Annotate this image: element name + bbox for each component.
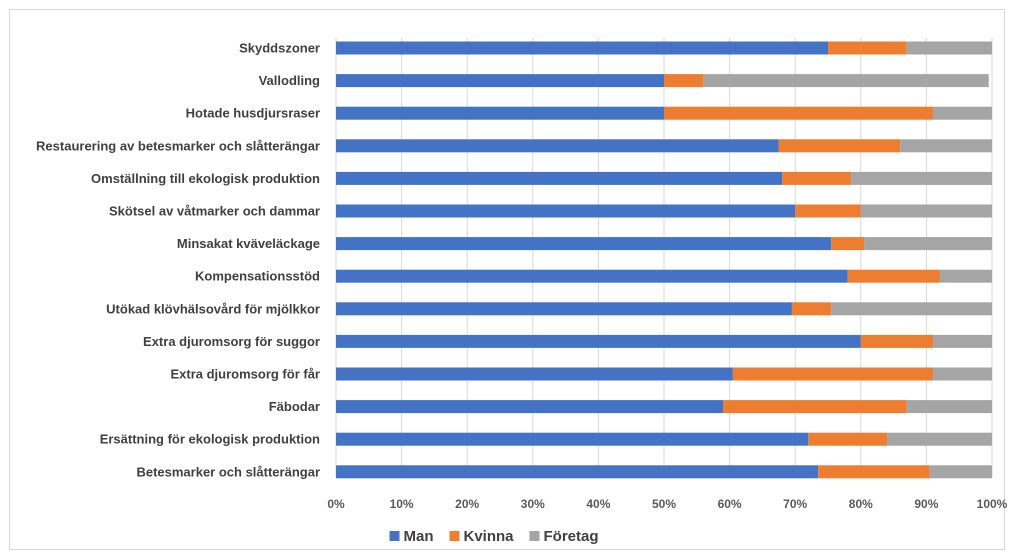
bar-segment-kvinna [664,106,933,120]
category-label: Utökad klövhälsovård för mjölkkor [106,301,320,316]
legend-label: Företag [544,528,599,545]
legend-swatch [449,531,460,541]
bar-segment-kvinna [782,171,851,185]
bar-segment-kvinna [791,302,832,316]
legend-swatch [389,531,400,541]
bar-segment-man [336,334,861,348]
bar-segment-f-retag [906,400,992,414]
category-label: Skötsel av våtmarker och dammar [109,204,320,219]
bar-segment-f-retag [831,302,992,316]
x-tick-label: 60% [718,497,742,511]
bar-segment-f-retag [929,465,992,479]
x-tick-label: 20% [455,497,479,511]
bar-segment-man [336,106,664,120]
bar-segment-f-retag [850,171,992,185]
bar-segment-f-retag [906,41,992,55]
bars [336,41,992,479]
category-label: Minsakat kväveläckage [177,236,320,251]
x-tick-label: 50% [652,497,676,511]
bar-segment-man [336,237,832,251]
bar-segment-kvinna [831,237,865,251]
x-tick-label: 40% [586,497,610,511]
x-tick-label: 70% [783,497,807,511]
category-label: Restaurering av betesmarker och slåtterä… [36,138,320,153]
x-tick-label: 90% [914,497,938,511]
x-tick-label: 80% [849,497,873,511]
bar-segment-man [336,400,724,414]
bar-segment-man [336,204,796,218]
category-label: Betesmarker och slåtterängar [136,464,320,479]
bar-segment-f-retag [939,269,992,283]
bar-segment-f-retag [932,334,992,348]
bar-segment-man [336,465,819,479]
bar-segment-man [336,432,809,446]
category-label: Extra djuromsorg för suggor [143,334,320,349]
category-label: Skyddszoner [239,41,320,56]
bar-segment-kvinna [664,74,704,88]
bar-segment-man [336,171,783,185]
bar-segment-kvinna [847,269,940,283]
x-tick-label: 100% [977,497,1008,511]
category-label: Ersättning för ekologisk produktion [100,432,320,447]
legend-label: Man [403,528,433,545]
bar-segment-man [336,139,779,153]
bar-segment-kvinna [860,334,933,348]
bar-segment-f-retag [887,432,992,446]
bar-segment-kvinna [795,204,861,218]
category-labels: Skyddszoner Vallodling Hotade husdjursrase… [36,41,320,480]
bar-segment-kvinna [818,465,930,479]
legend-item: Företag [529,528,599,545]
category-label: Extra djuromsorg för får [170,367,320,382]
legend: Man Kvinna Företag [389,528,599,545]
bar-segment-man [336,41,828,55]
bar-segment-f-retag [860,204,992,218]
bar-segment-kvinna [723,400,907,414]
bar-segment-kvinna [778,139,901,153]
bar-segment-man [336,74,664,88]
category-label: Kompensationsstöd [195,269,320,284]
category-label: Omställning till ekologisk produktion [91,171,320,186]
bar-segment-man [336,302,792,316]
bar-segment-kvinna [828,41,907,55]
bar-segment-kvinna [732,367,933,381]
bar-segment-kvinna [808,432,888,446]
x-tick-label: 0% [327,497,345,511]
x-tick-labels: 0% 10% 20% 30% 40% 50% 60% 70% 80% 90% 100% [327,497,1007,511]
bar-segment-f-retag [864,237,992,251]
bar-segment-man [336,269,848,283]
category-label: Hotade husdjursraser [186,106,320,121]
legend-item: Kvinna [449,528,514,545]
bar-segment-f-retag [932,106,992,120]
category-label: Vallodling [259,73,320,88]
x-tick-label: 10% [390,497,414,511]
category-label: Fäbodar [269,399,320,414]
legend-item: Man [389,528,433,545]
bar-segment-f-retag [932,367,992,381]
bar-segment-man [336,367,733,381]
x-tick-label: 30% [521,497,545,511]
bar-segment-f-retag [703,74,989,88]
legend-label: Kvinna [463,528,514,545]
legend-swatch [529,531,540,541]
bar-segment-f-retag [900,139,992,153]
